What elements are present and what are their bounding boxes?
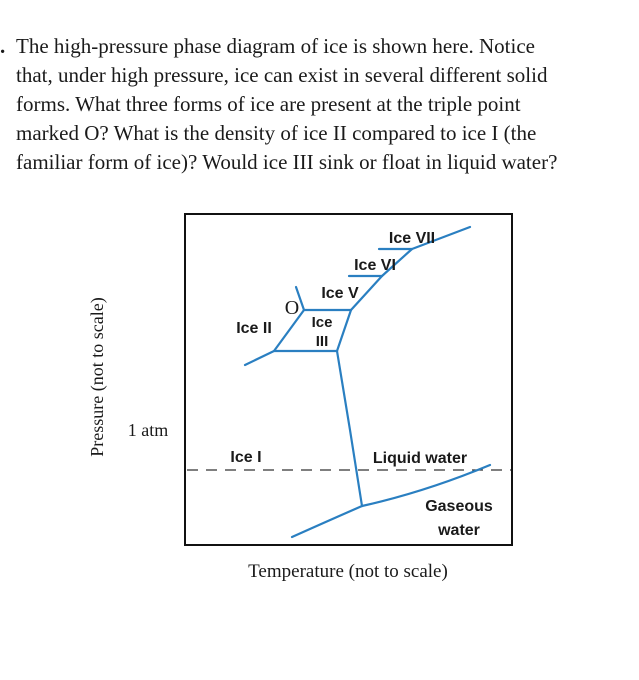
ice-i-upper-boundary [243,349,339,367]
ice-v-label: Ice V [321,285,359,302]
ice-vii-label: Ice VII [389,230,435,247]
one-atm-label: 1 atm [128,420,169,440]
ice-i-liquid-boundary [335,349,364,508]
question-line-5: familiar form of ice)? Would ice III sin… [16,150,558,174]
question-line-3: forms. What three forms of ice are prese… [16,92,521,116]
sublimation-curve [290,504,364,539]
gaseous-water-label-line-1: Gaseous [425,498,493,515]
ice-iii-liquid-boundary [335,308,353,353]
ice-ii-ice-v-boundary [294,285,306,312]
ice-iii-label-line-1: Ice [312,314,333,331]
ice-i-label: Ice I [230,449,261,466]
question-line-4: marked O? What is the density of ice II … [16,121,537,145]
y-axis-label: Pressure (not to scale) [87,297,108,456]
triple-point-label: O [285,297,299,319]
liquid-water-label: Liquid water [373,450,467,467]
question-bullet: . [0,34,6,58]
liquid-upper-boundary [349,225,472,312]
ice-iii-label-line-2: III [316,333,329,350]
phase-boundaries [243,225,492,539]
vaporization-curve [360,463,492,508]
ice-ii-label: Ice II [236,320,272,337]
plot-frame [184,213,513,546]
gaseous-water-label-line-2: water [437,522,480,539]
ice-vi-label: Ice VI [354,257,396,274]
question-line-2: that, under high pressure, ice can exist… [16,63,548,87]
x-axis-label: Temperature (not to scale) [248,561,448,582]
question-line-1: The high-pressure phase diagram of ice i… [16,34,535,58]
ice-ii-ice-iii-boundary [272,308,306,353]
